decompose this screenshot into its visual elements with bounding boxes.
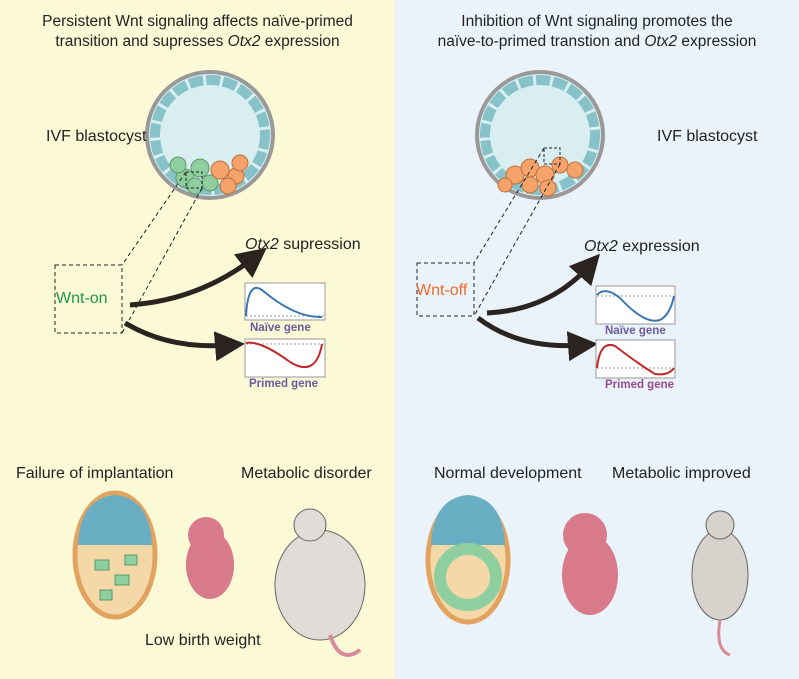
- left-primed-gene-label: Primed gene: [249, 378, 319, 390]
- lean-mouse-illustration: [691, 510, 749, 657]
- metabolic-improved-label: Metabolic improved: [612, 465, 751, 482]
- naive-gene-plot-left: [244, 282, 326, 321]
- failed-embryo-illustration: [72, 490, 158, 620]
- arrows-right: [476, 253, 600, 362]
- primed-gene-plot-right: [595, 339, 676, 379]
- metabolic-disorder-label: Metabolic disorder: [241, 465, 372, 482]
- right-primed-gene-label: Primed gene: [605, 379, 675, 391]
- low-birth-weight-label: Low birth weight: [145, 632, 261, 649]
- otx2-supression-label: Otx2 supression: [245, 236, 361, 253]
- right-naive-gene-label: Naïve gene: [605, 325, 666, 337]
- primed-gene-plot-left: [244, 338, 326, 378]
- wnt-off-label: Wnt-off: [416, 282, 468, 299]
- failure-implantation-label: Failure of implantation: [16, 465, 174, 482]
- normal-development-label: Normal development: [434, 465, 582, 482]
- blastocyst-wnt-off: [475, 70, 605, 200]
- obese-mouse-illustration: [274, 508, 366, 657]
- right-blastocyst-label: IVF blastocyst: [657, 128, 758, 145]
- zoom-lines-left: [54, 171, 203, 334]
- naive-gene-plot-right: [595, 285, 676, 325]
- otx2-expression-label: Otx2 expression: [584, 238, 700, 255]
- normal-fetus-illustration: [562, 513, 618, 615]
- left-naive-gene-label: Naïve gene: [250, 322, 311, 334]
- right-title: Inhibition of Wnt signaling promotes the…: [437, 13, 757, 50]
- zoom-lines-right: [416, 147, 561, 317]
- small-fetus-illustration: [186, 517, 234, 599]
- left-blastocyst-label: IVF blastocyst: [46, 128, 147, 145]
- left-title: Persistent Wnt signaling affects naïve-p…: [42, 13, 353, 50]
- blastocyst-wnt-on: [145, 70, 275, 200]
- arrows-left: [123, 247, 267, 362]
- wnt-on-label: Wnt-on: [56, 290, 108, 307]
- normal-embryo-illustration: [425, 495, 511, 625]
